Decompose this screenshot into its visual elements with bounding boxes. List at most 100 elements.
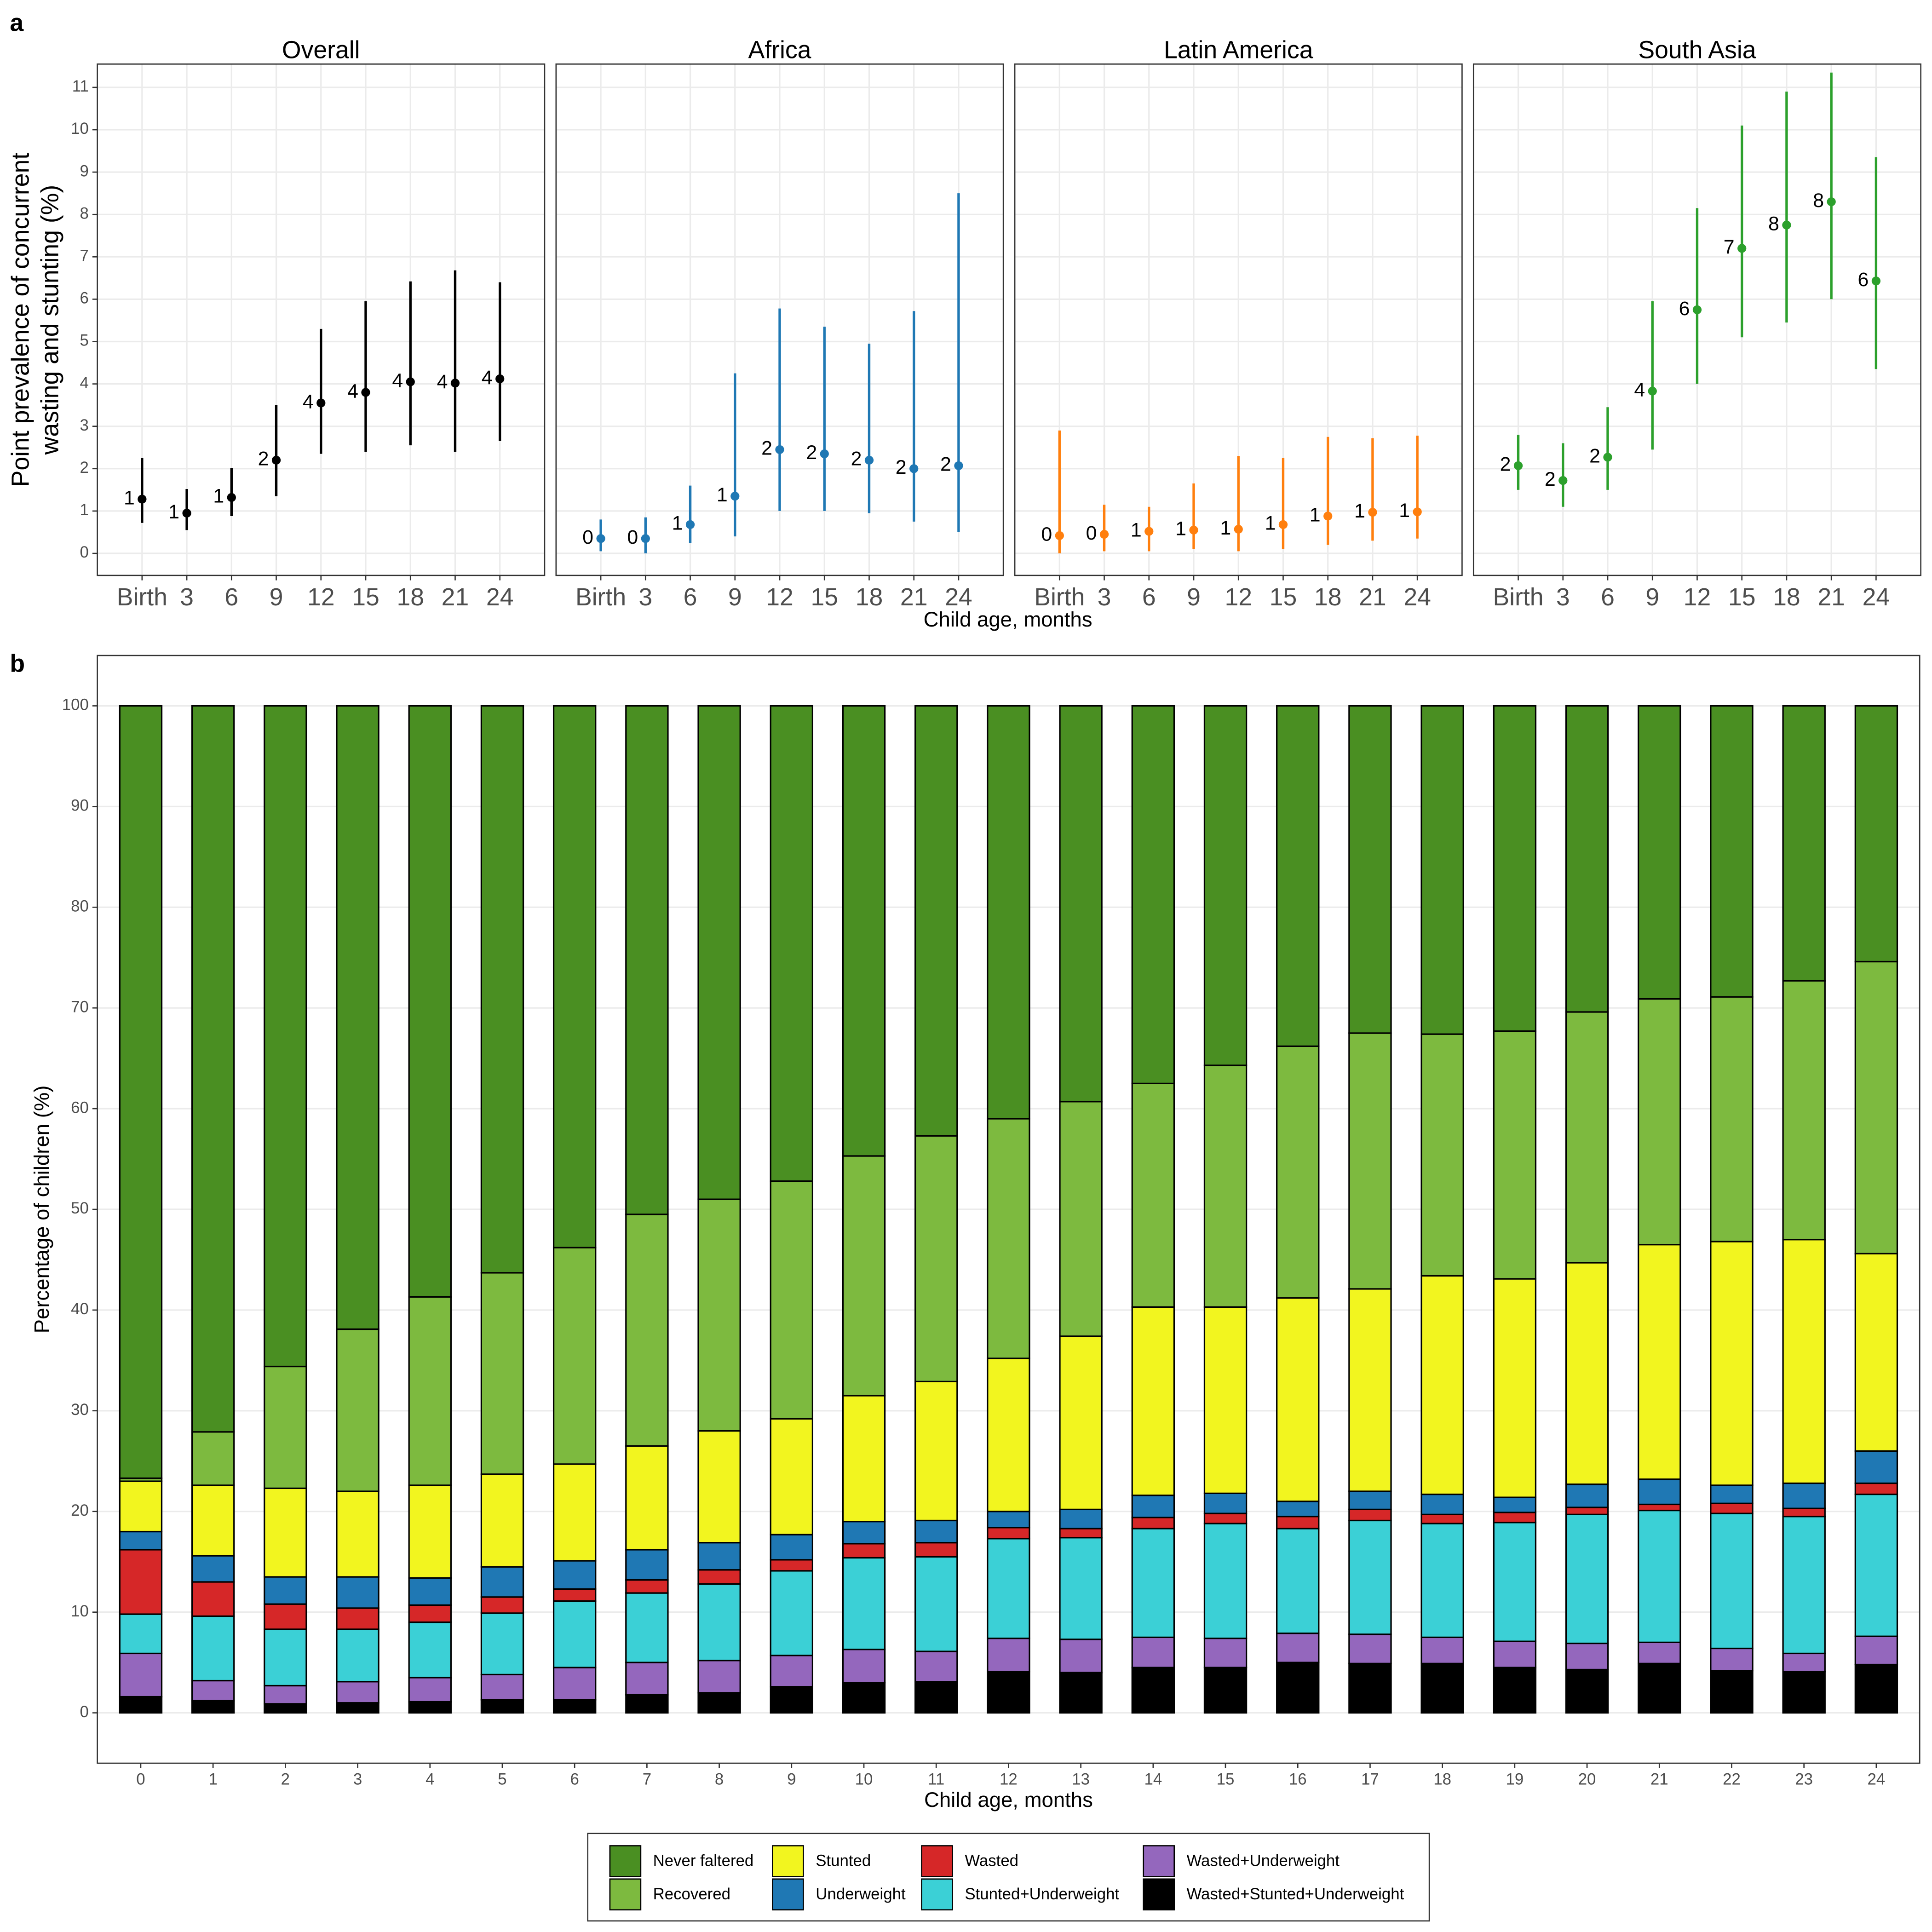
- y-tick-label: 6: [80, 289, 88, 307]
- bar-segment: [770, 1559, 813, 1572]
- bar-segment: [1276, 1633, 1320, 1663]
- bar-segment: [1420, 1662, 1464, 1714]
- point: [1278, 520, 1288, 529]
- legend-key: [1143, 1878, 1175, 1911]
- bar-segment: [987, 1671, 1030, 1714]
- bar-segment: [119, 1696, 163, 1714]
- point: [1782, 220, 1791, 230]
- bar-segment: [1131, 705, 1175, 1084]
- point: [909, 464, 919, 473]
- bar-segment: [914, 1681, 958, 1714]
- bar-segment: [480, 1596, 524, 1614]
- bar-segment: [697, 1430, 741, 1544]
- bar-segment: [1638, 998, 1681, 1246]
- bar-segment: [1493, 1640, 1537, 1668]
- bar-segment: [1276, 1662, 1320, 1714]
- facet-title: Africa: [748, 37, 811, 64]
- bar-segment: [1203, 1512, 1248, 1524]
- bar-segment: [1276, 1045, 1320, 1299]
- bar-segment: [1782, 1507, 1826, 1518]
- bar-segment: [336, 1607, 380, 1630]
- bar-segment: [1493, 1512, 1537, 1524]
- bar-segment: [1638, 1509, 1681, 1643]
- value-label: 1: [124, 487, 135, 509]
- bar-segment: [336, 1328, 380, 1492]
- y-tick-label: 2: [80, 459, 88, 477]
- x-tick-label: 0: [136, 1771, 145, 1788]
- bar-segment: [1782, 1516, 1826, 1655]
- bar-segment: [1420, 705, 1464, 1035]
- legend-label: Stunted: [816, 1852, 871, 1870]
- x-tick-label: 17: [1361, 1771, 1379, 1788]
- bar-segment: [625, 1694, 669, 1714]
- value-label: 1: [1310, 504, 1321, 526]
- x-tick-label: 9: [1187, 584, 1201, 611]
- point: [1099, 529, 1109, 539]
- bar-segment: [264, 1576, 307, 1605]
- bar-segment: [1348, 1508, 1392, 1522]
- value-label: 8: [1813, 190, 1824, 212]
- bar-segment: [1638, 1244, 1681, 1480]
- bar-segment: [842, 705, 886, 1157]
- bar-segment: [191, 1431, 235, 1486]
- value-label: 8: [1768, 213, 1779, 235]
- panel-border: [1014, 63, 1463, 576]
- bar-segment: [1493, 1030, 1537, 1280]
- bar-segment: [1493, 705, 1537, 1032]
- panel-border: [97, 63, 546, 576]
- x-tick-label: 9: [270, 584, 283, 611]
- point: [1603, 453, 1612, 462]
- value-label: 6: [1679, 298, 1690, 320]
- bar-segment: [408, 1296, 452, 1486]
- x-tick-label: 20: [1578, 1771, 1596, 1788]
- x-tick-label: 21: [442, 584, 469, 611]
- bar-segment: [336, 1681, 380, 1704]
- bar-segment: [1059, 1335, 1103, 1510]
- bar-segment: [842, 1557, 886, 1650]
- x-tick-label: Birth: [117, 584, 167, 611]
- y-tick-label: 40: [71, 1300, 89, 1318]
- value-label: 4: [1634, 379, 1645, 401]
- bar-segment: [119, 1613, 163, 1655]
- bar-segment: [1493, 1496, 1537, 1513]
- bar-segment: [264, 1703, 307, 1714]
- bar-segment: [336, 1576, 380, 1609]
- value-label: 0: [1086, 522, 1097, 544]
- point: [1513, 461, 1523, 471]
- x-axis-title: Child age, months: [924, 608, 1092, 631]
- bar-segment: [336, 1702, 380, 1714]
- bar-segment: [480, 1272, 524, 1475]
- bar-segment: [1059, 1639, 1103, 1673]
- x-tick-label: 6: [684, 584, 697, 611]
- y-axis-title: Percentage of children (%): [30, 1086, 53, 1334]
- value-label: 2: [896, 456, 907, 478]
- legend-key: [609, 1878, 642, 1911]
- bar-segment: [1348, 1519, 1392, 1635]
- bar-segment: [1348, 1633, 1392, 1664]
- bar-segment: [987, 1637, 1030, 1673]
- bar-segment: [1782, 1671, 1826, 1714]
- value-label: 2: [761, 437, 772, 460]
- point: [596, 534, 605, 543]
- bar-segment: [697, 1692, 741, 1714]
- x-tick-label: 15: [1728, 584, 1756, 611]
- value-label: 0: [582, 526, 593, 548]
- x-tick-label: 19: [1506, 1771, 1524, 1788]
- point: [1871, 276, 1881, 286]
- bar-segment: [770, 1570, 813, 1656]
- bar-segment: [1565, 1513, 1609, 1644]
- point: [820, 449, 829, 459]
- point: [1323, 512, 1333, 521]
- x-tick-label: 12: [1000, 1771, 1018, 1788]
- y-tick-label: 7: [80, 247, 88, 265]
- facet-title: Latin America: [1164, 37, 1313, 64]
- bar-segment: [1854, 1663, 1898, 1714]
- bar-segment: [1203, 1667, 1248, 1714]
- bar-segment: [1420, 1523, 1464, 1639]
- bar-segment: [770, 1655, 813, 1688]
- x-tick-label: 18: [1773, 584, 1800, 611]
- legend-key: [921, 1845, 953, 1877]
- point: [1368, 508, 1377, 517]
- x-tick-label: 24: [1403, 584, 1431, 611]
